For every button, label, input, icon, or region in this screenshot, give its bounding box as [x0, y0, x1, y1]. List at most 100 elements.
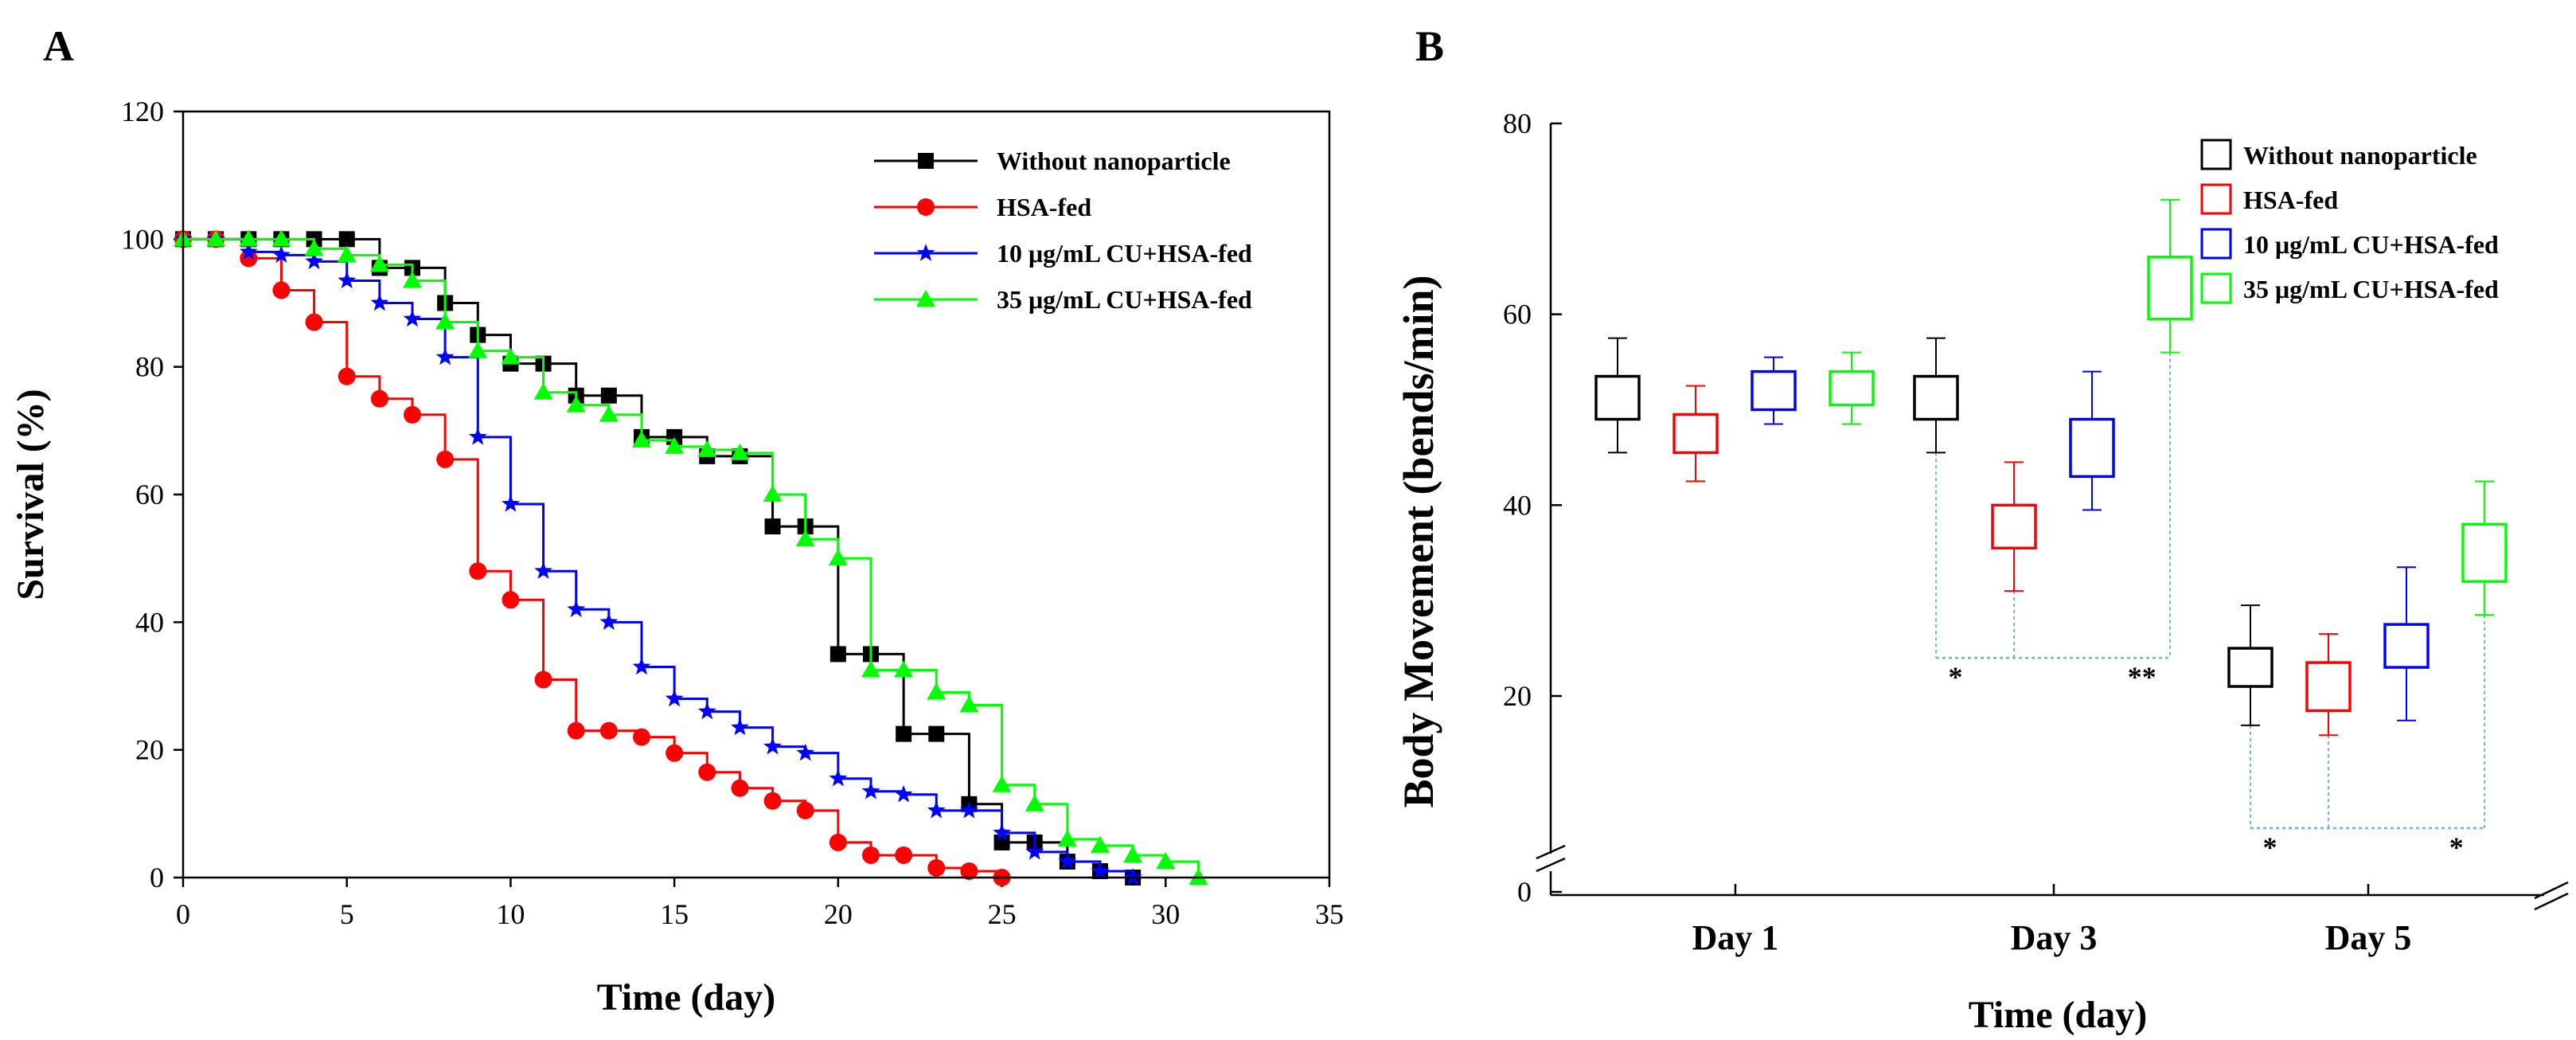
box-body — [2069, 417, 2115, 479]
survival-point — [566, 395, 586, 412]
survival-point — [1156, 851, 1176, 869]
y-tick-label: 80 — [135, 351, 164, 383]
box-body — [1991, 503, 2037, 550]
box-body — [1913, 374, 1959, 421]
survival-line-hsa — [183, 237, 1004, 878]
y-tick-label: 120 — [121, 96, 164, 127]
panel-a-label: A — [43, 22, 74, 70]
significance-label: * — [2263, 831, 2277, 863]
box-hsa — [1991, 461, 2037, 592]
box-body — [2227, 647, 2274, 688]
survival-point — [927, 800, 946, 819]
significance-bracket: ** — [1935, 352, 2171, 693]
significance-label: * — [2449, 831, 2464, 863]
survival-point — [534, 671, 552, 689]
survival-point — [698, 763, 716, 781]
survival-point — [403, 271, 422, 288]
survival-line-cu10 — [183, 237, 1134, 878]
legend-marker — [917, 198, 935, 216]
y-tick-label: 20 — [135, 734, 164, 766]
survival-point — [404, 405, 421, 424]
survival-point — [469, 562, 487, 581]
survival-point — [1057, 829, 1077, 846]
x-tick-label: 10 — [496, 898, 525, 930]
legend-label: 10 μg/mL CU+HSA-fed — [997, 239, 1252, 268]
survival-point — [795, 530, 815, 547]
survival-point — [1025, 842, 1044, 860]
box-body — [2383, 623, 2430, 669]
survival-point — [665, 436, 685, 454]
survival-x-axis-label: Time (day) — [597, 976, 775, 1018]
x-tick-label: 35 — [1315, 898, 1344, 930]
survival-point — [862, 846, 880, 864]
box-cu10 — [2383, 566, 2430, 721]
legend-label: Without nanoparticle — [2243, 141, 2477, 170]
box-body — [2147, 256, 2193, 321]
survival-point — [992, 775, 1012, 792]
y-tick-label: 40 — [135, 606, 164, 638]
survival-point — [468, 341, 488, 358]
survival-point — [271, 229, 291, 247]
x-tick-label: Day 3 — [2011, 918, 2098, 957]
survival-point — [272, 245, 291, 264]
survival-point — [894, 784, 913, 803]
survival-point — [304, 239, 324, 256]
y-tick-label: 60 — [1503, 299, 1532, 330]
y-tick-label: 0 — [150, 862, 164, 893]
significance-label: ** — [2128, 661, 2156, 693]
box-hsa — [2305, 633, 2352, 737]
survival-point — [829, 768, 848, 787]
series-cu10 — [174, 229, 1142, 886]
body-movement-boxes — [1594, 198, 2508, 737]
survival-point — [272, 281, 291, 299]
body-movement-axes: 0 20 40 60 80 Day 1 Day 3 Day 5 — [1503, 108, 2569, 957]
survival-point — [338, 367, 356, 385]
survival-point — [861, 660, 880, 678]
survival-point — [567, 721, 585, 740]
survival-point — [435, 347, 455, 366]
x-tick-label: 15 — [660, 898, 689, 930]
box-without — [2227, 604, 2274, 726]
survival-point — [764, 518, 781, 535]
box-cu35 — [1829, 351, 1875, 425]
box-body — [1594, 374, 1641, 421]
box-cu35 — [2461, 480, 2508, 616]
survival-point — [435, 312, 455, 330]
survival-point — [796, 743, 815, 761]
x-tick-label: 25 — [988, 898, 1017, 930]
survival-point — [599, 721, 618, 740]
survival-point — [502, 495, 520, 512]
box-without — [1913, 337, 1959, 454]
survival-point — [632, 657, 651, 675]
survival-point — [1058, 852, 1077, 870]
legend-label: HSA-fed — [2243, 186, 2338, 214]
survival-point — [731, 779, 749, 797]
survival-point — [697, 440, 717, 457]
y-tick-label: 80 — [1503, 108, 1532, 139]
significance-bracket: * — [2250, 725, 2329, 863]
survival-point — [894, 660, 914, 678]
legend-marker — [916, 290, 935, 307]
survival-point — [338, 271, 357, 289]
survival-point — [436, 450, 455, 468]
survival-point — [895, 846, 913, 864]
survival-series — [174, 229, 1208, 886]
axis-break-mark — [1536, 857, 1566, 873]
survival-y-axis-label: Survival (%) — [10, 389, 52, 600]
survival-point — [731, 717, 749, 736]
survival-point — [829, 833, 847, 851]
legend-marker — [2200, 139, 2232, 170]
significance-label: * — [1949, 661, 1963, 693]
y-tick-label: 0 — [1517, 876, 1532, 908]
legend-label: 10 μg/mL CU+HSA-fed — [2243, 230, 2499, 259]
legend-label: HSA-fed — [997, 193, 1091, 221]
survival-point — [533, 382, 553, 400]
survival-point — [861, 781, 880, 800]
survival-point — [600, 387, 617, 404]
survival-point — [239, 242, 258, 260]
y-tick-label: 60 — [135, 479, 164, 510]
box-body — [2461, 522, 2508, 583]
survival-point — [240, 249, 258, 268]
